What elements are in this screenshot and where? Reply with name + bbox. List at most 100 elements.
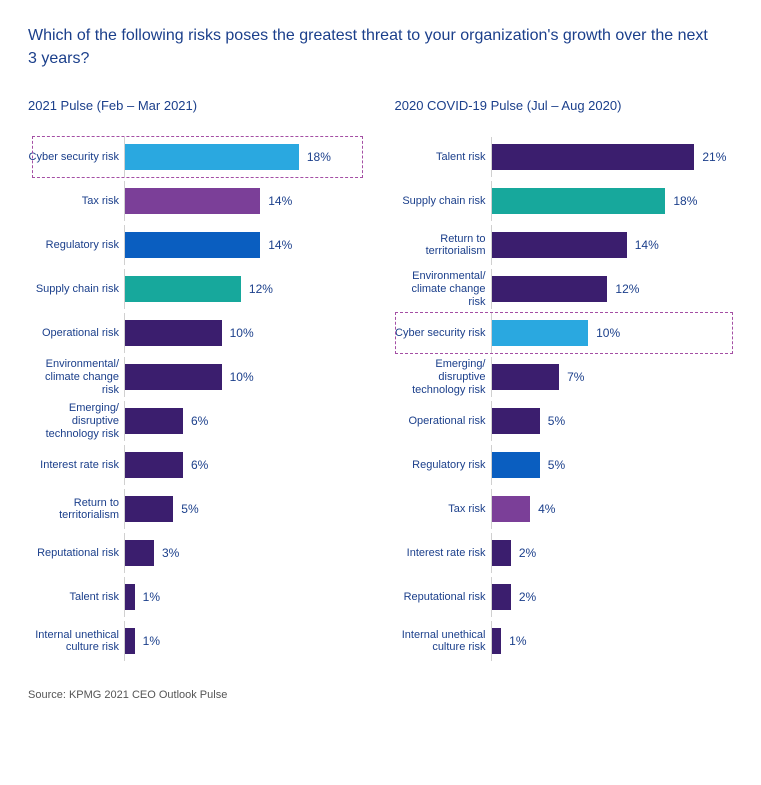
bar bbox=[125, 276, 241, 302]
bar-area: 14% bbox=[125, 225, 367, 265]
bar-value: 21% bbox=[702, 150, 726, 164]
bar-row: Talent risk21% bbox=[395, 135, 734, 179]
bar-row: Environmental/ climate change risk 12% bbox=[395, 267, 734, 311]
bar bbox=[125, 452, 183, 478]
bar bbox=[125, 320, 222, 346]
bar-area: 18% bbox=[125, 137, 367, 177]
bar-value: 10% bbox=[230, 370, 254, 384]
bar-label: Supply chain risk bbox=[395, 195, 491, 208]
bar-area: 4% bbox=[492, 489, 734, 529]
bar-row: Interest rate risk6% bbox=[28, 443, 367, 487]
bar-label: Emerging/ disruptive technology risk bbox=[395, 358, 491, 396]
source-text: Source: KPMG 2021 CEO Outlook Pulse bbox=[28, 689, 733, 701]
bar bbox=[492, 188, 666, 214]
bar bbox=[492, 540, 511, 566]
bar bbox=[492, 452, 540, 478]
bar-value: 6% bbox=[191, 414, 208, 428]
bar-area: 10% bbox=[125, 313, 367, 353]
bar-label: Cyber security risk bbox=[28, 151, 124, 164]
bar-value: 14% bbox=[268, 194, 292, 208]
bar-row: Return to territorialism 5% bbox=[28, 487, 367, 531]
bar-value: 1% bbox=[143, 634, 160, 648]
bar-label: Environmental/ climate change risk bbox=[28, 358, 124, 396]
bar-area: 14% bbox=[125, 181, 367, 221]
bar-area: 2% bbox=[492, 577, 734, 617]
bar-area: 1% bbox=[492, 621, 734, 661]
bar-label: Talent risk bbox=[28, 591, 124, 604]
bar-value: 18% bbox=[307, 150, 331, 164]
bar bbox=[125, 496, 173, 522]
bar-area: 21% bbox=[492, 137, 734, 177]
bar-value: 1% bbox=[143, 590, 160, 604]
bar-row: Cyber security risk 10% bbox=[395, 311, 734, 355]
bar-value: 14% bbox=[635, 238, 659, 252]
bar-value: 5% bbox=[548, 414, 565, 428]
bar-area: 1% bbox=[125, 577, 367, 617]
bar-row: Operational risk 5% bbox=[395, 399, 734, 443]
bar-value: 1% bbox=[509, 634, 526, 648]
bar-area: 5% bbox=[125, 489, 367, 529]
chart-title: Which of the following risks poses the g… bbox=[28, 24, 708, 70]
bar-row: Return to territorialism 14% bbox=[395, 223, 734, 267]
bar-label: Tax risk bbox=[28, 195, 124, 208]
bar-value: 10% bbox=[596, 326, 620, 340]
bar bbox=[125, 584, 135, 610]
bar-area: 12% bbox=[125, 269, 367, 309]
bar-value: 12% bbox=[249, 282, 273, 296]
bar-label: Cyber security risk bbox=[395, 327, 491, 340]
bar-label: Reputational risk bbox=[28, 547, 124, 560]
bar-label: Environmental/ climate change risk bbox=[395, 270, 491, 308]
bar-area: 5% bbox=[492, 401, 734, 441]
bar-value: 5% bbox=[181, 502, 198, 516]
bar-area: 5% bbox=[492, 445, 734, 485]
bar-label: Emerging/ disruptive technology risk bbox=[28, 402, 124, 440]
chart-panel: 2020 COVID-19 Pulse (Jul – Aug 2020)Tale… bbox=[395, 98, 734, 663]
bar-value: 12% bbox=[615, 282, 639, 296]
bar bbox=[125, 232, 260, 258]
bar-value: 7% bbox=[567, 370, 584, 384]
bar bbox=[492, 408, 540, 434]
bar-label: Return to territorialism bbox=[395, 233, 491, 258]
bar-row: Reputational risk 3% bbox=[28, 531, 367, 575]
bar bbox=[492, 584, 511, 610]
bar-area: 10% bbox=[492, 313, 734, 353]
bar-label: Internal unethical culture risk bbox=[28, 629, 124, 654]
bar-area: 1% bbox=[125, 621, 367, 661]
bar-row: Emerging/ disruptive technology risk 6% bbox=[28, 399, 367, 443]
bar bbox=[492, 320, 589, 346]
bar-label: Supply chain risk bbox=[28, 283, 124, 296]
bar-label: Reputational risk bbox=[395, 591, 491, 604]
bar bbox=[125, 144, 299, 170]
bar-area: 14% bbox=[492, 225, 734, 265]
bar-value: 3% bbox=[162, 546, 179, 560]
bar-label: Regulatory risk bbox=[395, 459, 491, 472]
bar-row: Talent risk 1% bbox=[28, 575, 367, 619]
bar-label: Interest rate risk bbox=[28, 459, 124, 472]
bar-area: 10% bbox=[125, 357, 367, 397]
bar-row: Tax risk4% bbox=[395, 487, 734, 531]
bar-row: Supply chain risk 12% bbox=[28, 267, 367, 311]
bar-area: 7% bbox=[492, 357, 734, 397]
bar-area: 6% bbox=[125, 445, 367, 485]
bar-label: Operational risk bbox=[395, 415, 491, 428]
bar-area: 2% bbox=[492, 533, 734, 573]
bar bbox=[125, 628, 135, 654]
panel-title: 2021 Pulse (Feb – Mar 2021) bbox=[28, 98, 367, 113]
bar-value: 5% bbox=[548, 458, 565, 472]
bar-value: 18% bbox=[673, 194, 697, 208]
bar-value: 2% bbox=[519, 546, 536, 560]
bar-label: Return to territorialism bbox=[28, 497, 124, 522]
bar bbox=[492, 364, 560, 390]
bar bbox=[125, 188, 260, 214]
bar-area: 12% bbox=[492, 269, 734, 309]
bar-row: Regulatory risk 5% bbox=[395, 443, 734, 487]
bar-row: Environmental/ climate change risk 10% bbox=[28, 355, 367, 399]
bar-row: Internal unethical culture risk1% bbox=[395, 619, 734, 663]
bar-label: Tax risk bbox=[395, 503, 491, 516]
bar-row: Internal unethical culture risk 1% bbox=[28, 619, 367, 663]
bar-row: Emerging/ disruptive technology risk 7% bbox=[395, 355, 734, 399]
bar-area: 18% bbox=[492, 181, 734, 221]
bar bbox=[492, 628, 502, 654]
bar-row: Interest rate risk2% bbox=[395, 531, 734, 575]
bar bbox=[125, 540, 154, 566]
